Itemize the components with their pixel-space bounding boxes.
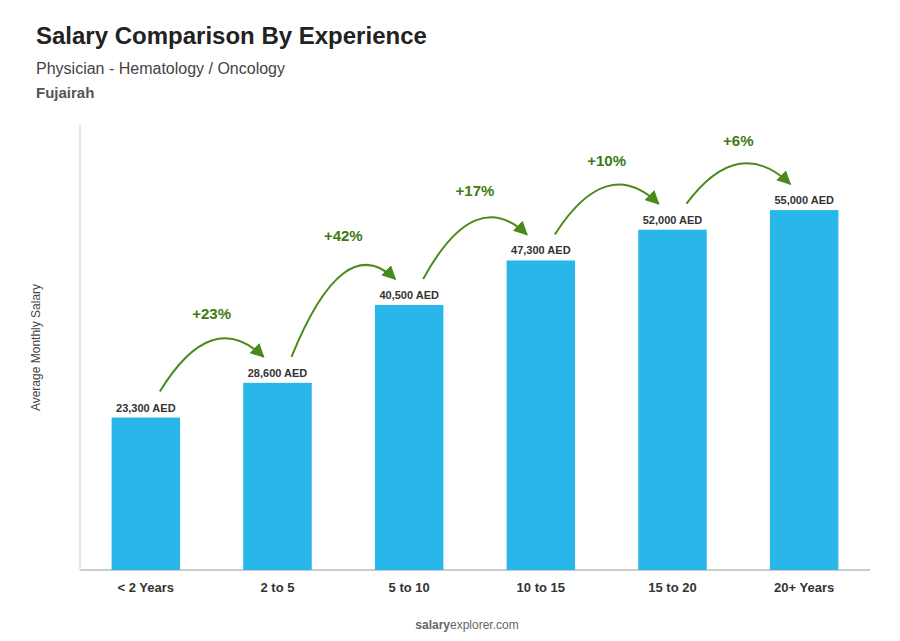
data-label: 23,300 AED (116, 402, 176, 414)
title: Salary Comparison By Experience (36, 22, 427, 49)
chart: Salary Comparison By Experience Physician… (0, 0, 900, 641)
x-tick-label: 5 to 10 (389, 580, 430, 595)
y-axis-line (80, 125, 81, 570)
change-arrow (160, 338, 264, 391)
change-arrow (687, 163, 791, 204)
change-annotation: +6% (723, 132, 753, 149)
bar (375, 305, 443, 570)
x-tick-label: 2 to 5 (261, 580, 295, 595)
y-axis-label: Average Monthly Salary (29, 284, 43, 411)
bar (507, 260, 575, 570)
data-label: 55,000 AED (774, 194, 834, 206)
x-tick-label: 15 to 20 (648, 580, 696, 595)
data-label: 28,600 AED (248, 367, 308, 379)
footer: explorer.com (450, 618, 519, 632)
change-arrow (292, 265, 396, 357)
subtitle: Physician - Hematology / Oncology (36, 60, 285, 77)
change-annotation: +23% (192, 305, 231, 322)
change-annotation: +17% (456, 182, 495, 199)
data-label: 47,300 AED (511, 244, 571, 256)
bars (112, 210, 839, 570)
footer: salary (415, 618, 450, 632)
bar (638, 230, 706, 570)
bar (112, 418, 180, 570)
city: Fujairah (36, 84, 94, 101)
change-arrow (423, 217, 527, 279)
bar (243, 383, 311, 570)
x-tick-label: 20+ Years (774, 580, 834, 595)
x-tick-label: 10 to 15 (517, 580, 565, 595)
change-arrow (555, 185, 659, 235)
change-annotation: +10% (587, 152, 626, 169)
change-annotation: +42% (324, 227, 363, 244)
data-label: 52,000 AED (643, 214, 703, 226)
x-axis-line (80, 570, 870, 571)
bar (770, 210, 838, 570)
data-label: 40,500 AED (379, 289, 439, 301)
x-tick-label: < 2 Years (118, 580, 175, 595)
